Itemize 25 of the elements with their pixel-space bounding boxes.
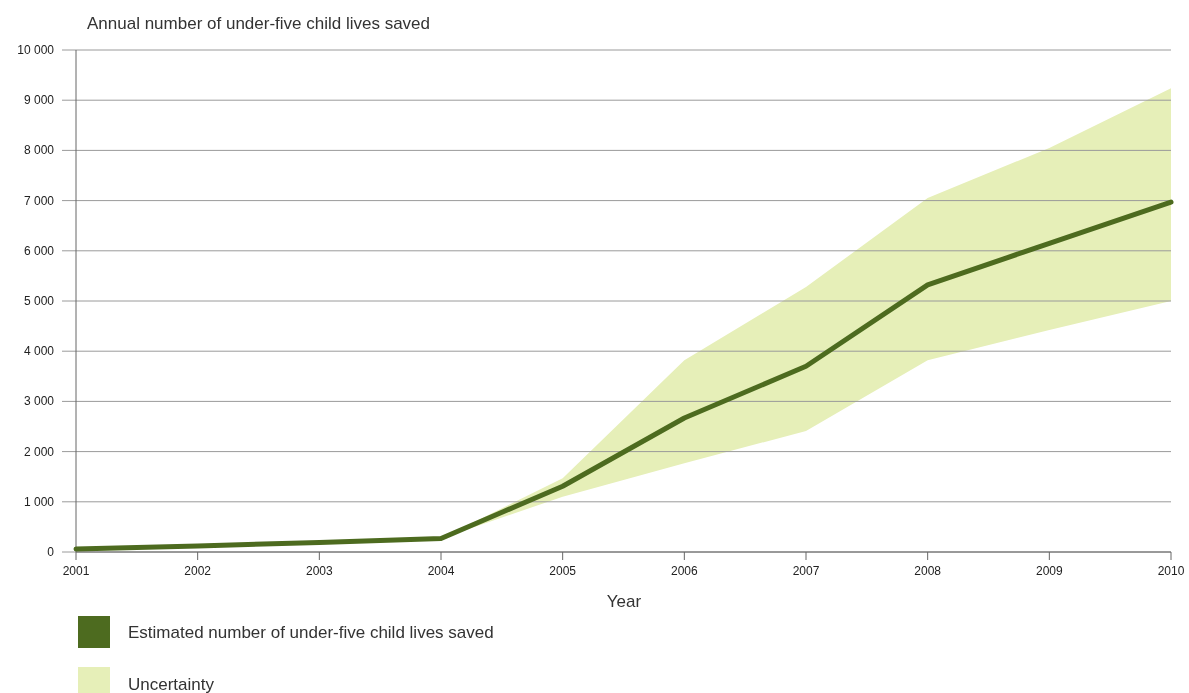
- y-tick-label: 9 000: [23, 93, 55, 108]
- x-tick-label: 2009: [1035, 564, 1063, 578]
- y-tick-label: 6 000: [23, 243, 55, 258]
- legend-label: Uncertainty: [128, 675, 215, 693]
- y-tick-label: 7 000: [23, 193, 55, 208]
- x-tick-label: 2001: [62, 564, 90, 578]
- y-tick-label: 1 000: [23, 494, 55, 509]
- x-tick-label: 2008: [914, 564, 942, 578]
- x-tick-label: 2006: [670, 564, 698, 578]
- x-tick-label: 2003: [305, 564, 333, 578]
- y-tick-label: 10 000: [17, 43, 55, 57]
- y-tick-label: 4 000: [23, 344, 55, 359]
- x-tick-label: 2004: [427, 564, 455, 578]
- x-tick-label: 2005: [549, 564, 577, 578]
- chart-title: Annual number of under-five child lives saved: [87, 14, 431, 33]
- x-axis-title: Year: [606, 592, 642, 611]
- x-tick-label: 2002: [184, 564, 212, 578]
- x-tick-label: 2010: [1157, 564, 1185, 578]
- y-tick-label: 2 000: [23, 444, 55, 459]
- y-tick-label: 0: [47, 545, 55, 559]
- y-tick-label: 8 000: [23, 143, 55, 158]
- x-tick-label: 2007: [792, 564, 820, 578]
- y-tick-label: 5 000: [23, 294, 55, 308]
- legend-label: Estimated number of under-five child lives saved: [128, 623, 494, 642]
- y-tick-label: 3 000: [23, 394, 55, 409]
